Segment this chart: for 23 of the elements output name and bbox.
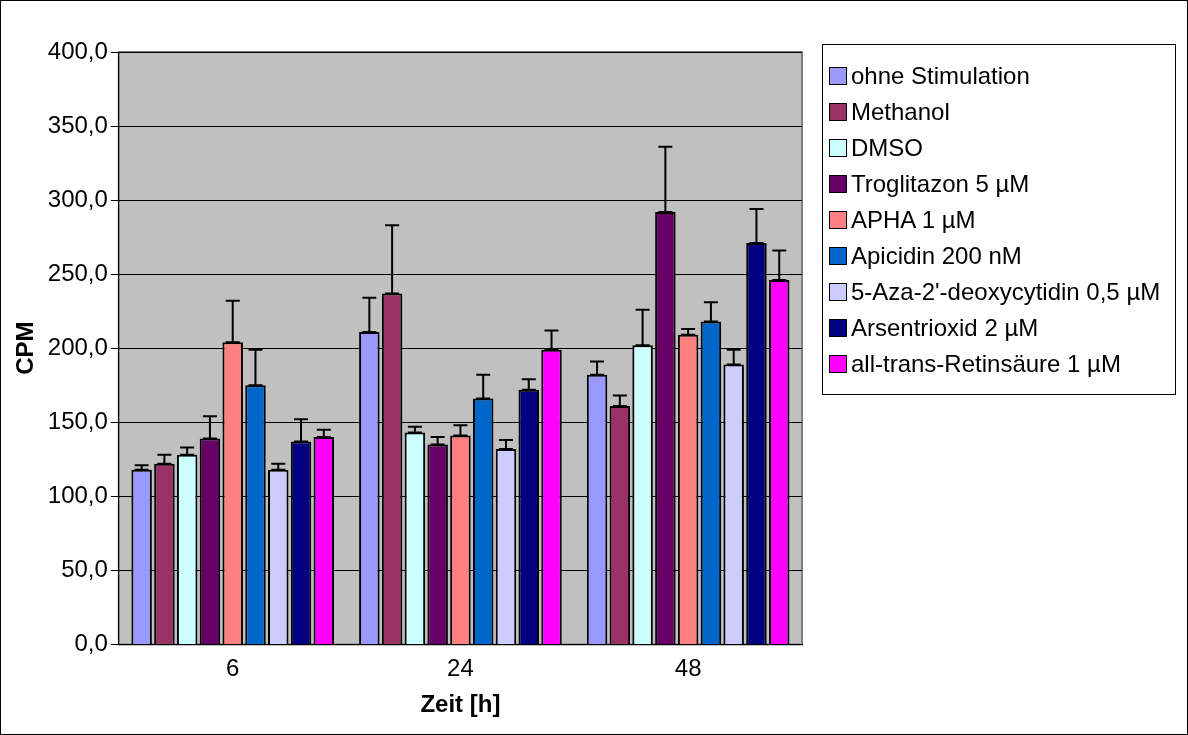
y-tick-label: 300,0 [47, 184, 108, 212]
x-axis-title: Zeit [h] [420, 690, 501, 718]
y-tick-label: 50,0 [61, 554, 108, 582]
legend-label: 5-Aza-2'-deoxycytidin 0,5 µM [851, 278, 1161, 305]
legend-label: ohne Stimulation [851, 62, 1030, 89]
y-tick-label: 150,0 [47, 406, 108, 434]
y-tick-label: 200,0 [47, 332, 108, 360]
legend-label: Arsentrioxid 2 µM [851, 314, 1039, 341]
x-tick-label: 6 [226, 654, 240, 682]
y-tick-label: 350,0 [47, 110, 108, 138]
legend-label: Troglitazon 5 µM [851, 170, 1030, 197]
y-axis-title: CPM [11, 321, 39, 375]
y-tick-label: 0,0 [74, 629, 108, 657]
y-tick-label: 400,0 [47, 36, 108, 64]
legend-label: all-trans-Retinsäure 1 µM [851, 350, 1121, 377]
legend-label: Methanol [851, 98, 950, 125]
y-tick-label: 100,0 [47, 480, 108, 508]
legend-label: Apicidin 200 nM [851, 242, 1022, 269]
y-tick-label: 250,0 [47, 258, 108, 286]
x-tick-label: 48 [674, 654, 702, 682]
legend-label: APHA 1 µM [851, 206, 976, 233]
x-tick-label: 24 [447, 654, 474, 682]
legend-label: DMSO [851, 134, 923, 161]
